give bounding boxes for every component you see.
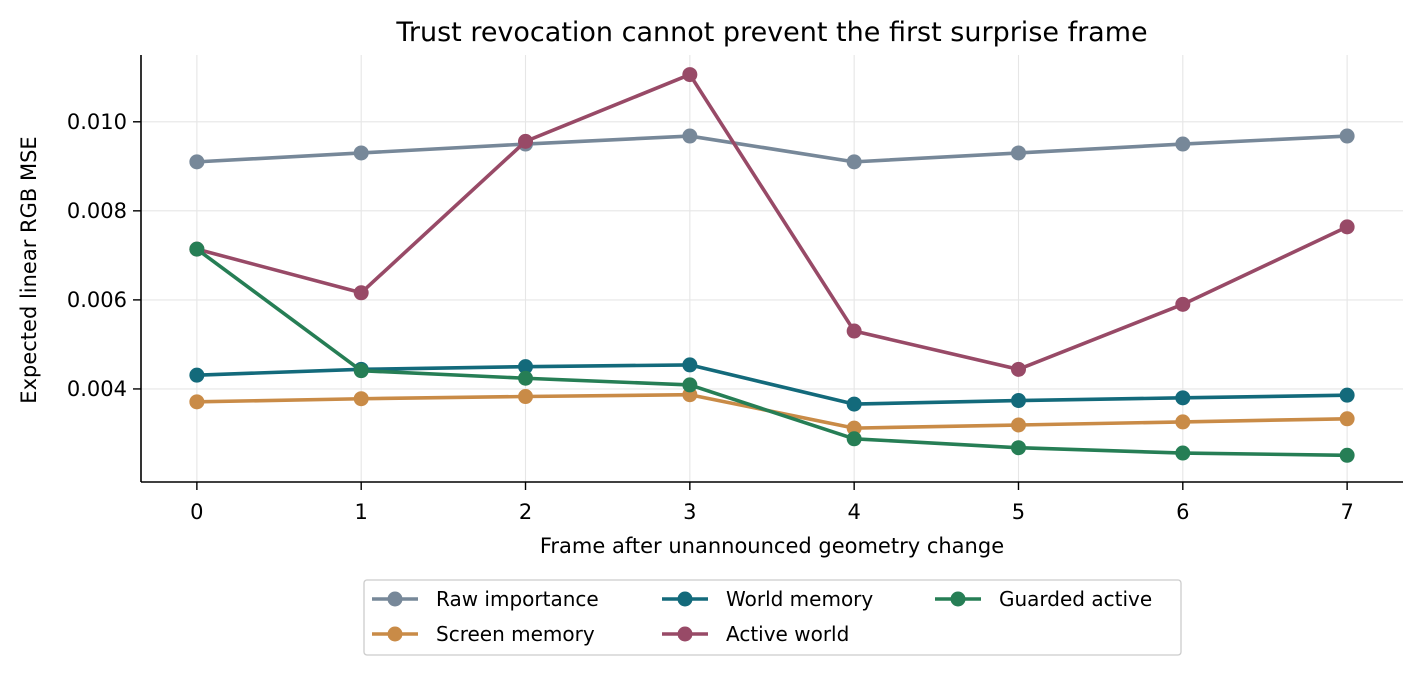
legend-swatch-marker [387,591,403,607]
series-raw-importance [189,128,1355,170]
data-point [1010,361,1026,377]
data-point [1339,387,1355,403]
legend-label: Active world [726,622,849,646]
data-point [846,323,862,339]
data-point [1010,417,1026,433]
data-point [189,394,205,410]
data-point [1339,128,1355,144]
data-point [846,420,862,436]
x-axis-title: Frame after unannounced geometry change [540,534,1004,558]
y-tick-label: 0.006 [67,288,127,312]
legend-label: World memory [726,587,873,611]
y-axis-title: Expected linear RGB MSE [17,136,41,403]
data-point [682,67,698,83]
data-point [518,133,534,149]
data-point [846,431,862,447]
legend-item: World memory [662,587,873,611]
data-point [682,377,698,393]
data-point [1339,411,1355,427]
data-point [353,145,369,161]
data-point [1175,390,1191,406]
x-tick-label: 6 [1176,500,1189,524]
x-tick-label: 5 [1012,500,1025,524]
data-point [518,359,534,375]
x-tick-label: 3 [683,500,696,524]
data-point [353,285,369,301]
legend-item: Active world [662,622,849,646]
y-tick-label: 0.008 [67,199,127,223]
data-point [1175,414,1191,430]
data-point [1010,393,1026,409]
data-point [189,367,205,383]
data-point [518,370,534,386]
y-axis-ticks: 0.004 0.006 0.008 0.010 [67,110,141,401]
series-line [195,247,1349,458]
x-tick-label: 0 [190,500,203,524]
grid-lines [141,55,1403,482]
x-tick-label: 1 [355,500,368,524]
data-point [682,128,698,144]
x-tick-label: 4 [847,500,860,524]
legend-item: Screen memory [372,622,595,646]
data-point [353,363,369,379]
legend-swatch-marker [950,591,966,607]
series-layer [189,67,1355,463]
legend: Raw importance Screen memory World memory A… [363,579,1182,656]
data-point [1175,296,1191,312]
series-line [195,134,1349,164]
legend-item: Raw importance [372,587,599,611]
data-point [846,396,862,412]
x-tick-label: 7 [1340,500,1353,524]
legend-swatch-marker [677,591,693,607]
x-axis-ticks: 0 1 2 3 4 5 6 7 [190,482,1354,524]
data-point [353,391,369,407]
data-point [189,154,205,170]
data-point [1175,136,1191,152]
data-point [846,154,862,170]
data-point [1339,447,1355,463]
y-tick-label: 0.004 [67,377,127,401]
data-point [1010,145,1026,161]
data-point [189,241,205,257]
plot-area [140,55,1403,483]
legend-swatch-marker [387,626,403,642]
legend-swatch-marker [677,626,693,642]
data-point [1339,219,1355,235]
legend-item: Guarded active [935,587,1152,611]
legend-label: Raw importance [436,587,599,611]
x-tick-label: 2 [519,500,532,524]
series-guarded-active [189,241,1355,463]
data-point [1010,440,1026,456]
series-line [195,363,1349,406]
data-point [1175,445,1191,461]
legend-label: Screen memory [436,622,595,646]
data-point [682,357,698,373]
chart-title: Trust revocation cannot prevent the firs… [395,17,1147,48]
legend-label: Guarded active [999,587,1152,611]
series-active-world [189,67,1355,377]
y-tick-label: 0.010 [67,110,127,134]
series-line [195,72,1349,372]
data-point [518,389,534,405]
